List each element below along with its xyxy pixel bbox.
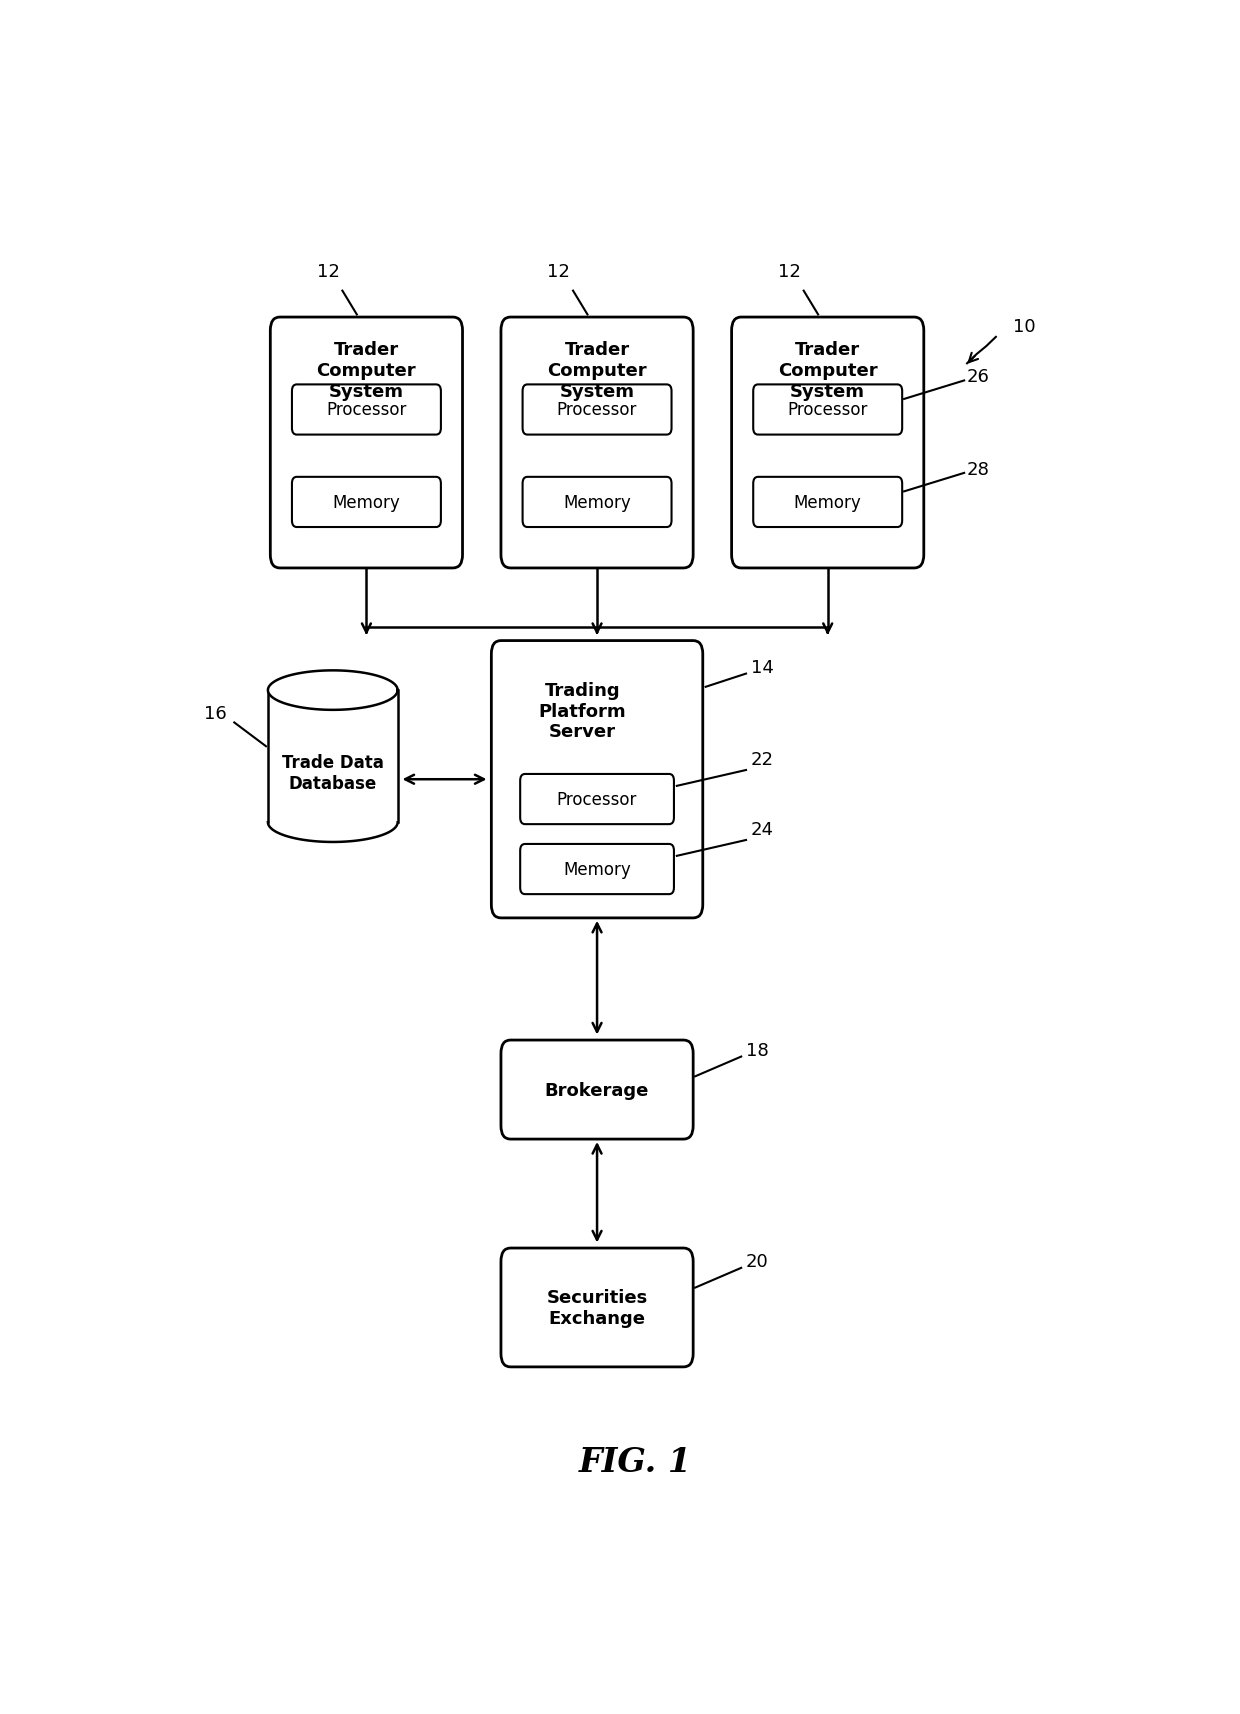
Text: Processor: Processor xyxy=(326,401,407,420)
Text: 26: 26 xyxy=(967,369,990,386)
FancyBboxPatch shape xyxy=(753,478,903,528)
Text: 16: 16 xyxy=(203,704,227,723)
FancyBboxPatch shape xyxy=(522,386,672,435)
Text: Trading
Platform
Server: Trading Platform Server xyxy=(539,682,626,740)
Text: Trader
Computer
System: Trader Computer System xyxy=(316,341,417,401)
Text: Memory: Memory xyxy=(563,494,631,511)
Text: 14: 14 xyxy=(751,658,774,677)
FancyBboxPatch shape xyxy=(522,478,672,528)
Text: 22: 22 xyxy=(751,751,774,770)
Bar xyxy=(268,691,398,843)
FancyBboxPatch shape xyxy=(732,317,924,569)
Text: Trade Data
Database: Trade Data Database xyxy=(281,754,383,792)
Text: Processor: Processor xyxy=(557,790,637,809)
Text: 24: 24 xyxy=(751,821,774,838)
Text: 10: 10 xyxy=(1013,319,1035,336)
Text: 28: 28 xyxy=(967,461,990,478)
Text: 12: 12 xyxy=(316,262,340,281)
Polygon shape xyxy=(268,670,398,710)
Text: FIG. 1: FIG. 1 xyxy=(579,1445,692,1479)
Text: Processor: Processor xyxy=(557,401,637,420)
FancyBboxPatch shape xyxy=(501,317,693,569)
Text: 12: 12 xyxy=(547,262,570,281)
Text: 12: 12 xyxy=(777,262,801,281)
Text: 20: 20 xyxy=(746,1253,769,1270)
FancyBboxPatch shape xyxy=(270,317,463,569)
Text: Trader
Computer
System: Trader Computer System xyxy=(777,341,878,401)
Text: Memory: Memory xyxy=(794,494,862,511)
FancyBboxPatch shape xyxy=(521,845,675,895)
Text: Processor: Processor xyxy=(787,401,868,420)
Text: Brokerage: Brokerage xyxy=(544,1082,650,1099)
FancyBboxPatch shape xyxy=(291,478,441,528)
FancyBboxPatch shape xyxy=(501,1040,693,1140)
FancyBboxPatch shape xyxy=(291,386,441,435)
FancyBboxPatch shape xyxy=(501,1248,693,1368)
FancyBboxPatch shape xyxy=(521,775,675,824)
Text: Memory: Memory xyxy=(332,494,401,511)
Text: Memory: Memory xyxy=(563,860,631,879)
FancyBboxPatch shape xyxy=(491,641,703,919)
Text: Securities
Exchange: Securities Exchange xyxy=(547,1289,647,1327)
FancyBboxPatch shape xyxy=(753,386,903,435)
Text: 18: 18 xyxy=(746,1042,769,1059)
Text: Trader
Computer
System: Trader Computer System xyxy=(547,341,647,401)
